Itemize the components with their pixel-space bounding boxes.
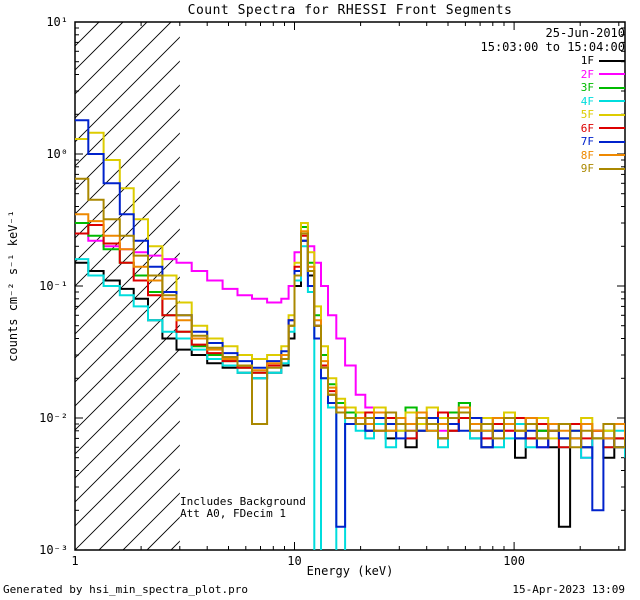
svg-text:1: 1 — [71, 554, 78, 568]
chart-title: Count Spectra for RHESSI Front Segments — [187, 3, 513, 18]
legend-label-3F: 3F — [580, 81, 594, 95]
svg-text:10: 10 — [287, 554, 301, 568]
legend-line-4F — [599, 100, 625, 103]
note-includes-background: Includes Background — [180, 495, 306, 508]
legend-entries: 1F 2F 3F 4F 5F 6F 7F 8F 9F — [481, 54, 625, 176]
svg-text:10⁻²: 10⁻² — [39, 411, 68, 425]
svg-text:10¹: 10¹ — [46, 15, 68, 29]
y-axis-label: counts cm⁻² s⁻¹ keV⁻¹ — [6, 210, 20, 362]
legend-label-1F: 1F — [580, 54, 594, 68]
footer-timestamp: 15-Apr-2023 13:09 — [512, 583, 625, 596]
note-attenuator-state: Att A0, FDecim 1 — [180, 507, 286, 520]
legend-line-8F — [599, 154, 625, 157]
legend-line-3F — [599, 86, 625, 89]
svg-text:100: 100 — [503, 554, 525, 568]
legend-item-4F: 4F — [481, 94, 625, 109]
legend-label-9F: 9F — [580, 162, 594, 176]
legend-label-2F: 2F — [580, 67, 594, 81]
legend-label-6F: 6F — [580, 121, 594, 135]
legend-line-6F — [599, 127, 625, 130]
svg-text:10⁻³: 10⁻³ — [39, 543, 68, 557]
legend-label-7F: 7F — [580, 135, 594, 149]
legend-line-2F — [599, 73, 625, 76]
legend-label-5F: 5F — [580, 108, 594, 122]
x-axis-label: Energy (keV) — [306, 564, 394, 578]
legend-label-8F: 8F — [580, 148, 594, 162]
legend-item-2F: 2F — [481, 67, 625, 82]
legend-date: 25-Jun-2010 — [545, 26, 625, 40]
legend-item-5F: 5F — [481, 108, 625, 122]
legend-item-8F: 8F — [481, 148, 625, 163]
footer-generated-by: Generated by hsi_min_spectra_plot.pro — [3, 583, 249, 596]
legend-item-7F: 7F — [481, 135, 625, 149]
legend-label-4F: 4F — [580, 94, 594, 108]
legend-line-7F — [599, 140, 625, 143]
svg-text:10⁻¹: 10⁻¹ — [39, 279, 68, 293]
svg-text:10⁰: 10⁰ — [46, 147, 68, 161]
legend-item-3F: 3F — [481, 81, 625, 95]
legend-line-9F — [599, 167, 625, 170]
legend-item-9F: 9F — [481, 162, 625, 176]
legend-item-1F: 1F — [481, 54, 625, 68]
legend-line-5F — [599, 113, 625, 116]
legend-item-6F: 6F — [481, 121, 625, 136]
legend-line-1F — [599, 59, 625, 62]
legend-time-range: 15:03:00 to 15:04:00 — [480, 40, 626, 54]
legend: 25-Jun-2010 15:03:00 to 15:04:00 1F 2F 3F 4… — [480, 26, 626, 176]
